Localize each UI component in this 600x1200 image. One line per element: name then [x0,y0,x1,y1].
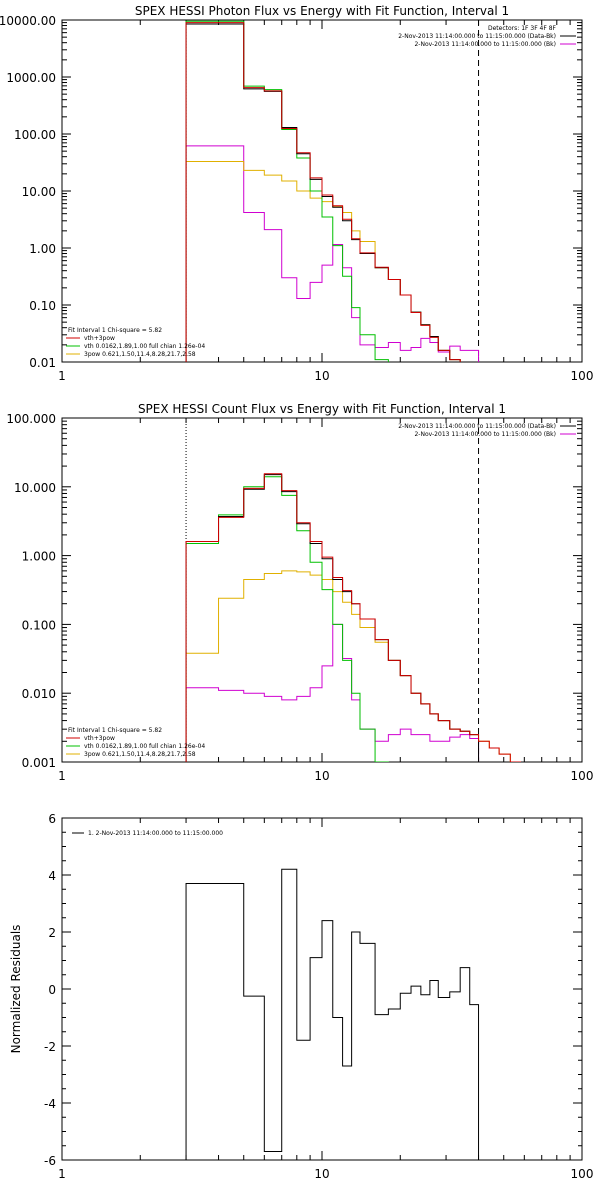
y-tick-label: 1.00 [29,242,56,256]
y-axis-label: Normalized Residuals [9,925,23,1054]
legend-bottom-left-entry: vth+3pow [84,735,115,742]
y-tick-label: 0.001 [22,756,56,770]
y-tick-label: 0.01 [29,356,56,370]
y-tick-label: -2 [44,1040,56,1054]
plot-data [185,20,480,362]
x-tick-label: 100 [571,769,594,783]
x-tick-label: 10 [314,1167,329,1181]
legend-bottom-left-entry: 3pow 0.621,1.50,11.4,8.28,21.7,2.58 [84,751,196,758]
legend-bottom-left-entry: vth+3pow [84,335,115,342]
legend-top-right-entry: 2-Nov-2013 11:14:00.000 to 11:15:00.000 … [398,33,556,40]
y-tick-label: 6 [48,812,56,826]
y-tick-label: 4 [48,869,56,883]
series-residuals-step-line [185,868,480,1160]
plot-frame [61,817,583,1161]
legend-top-right-entry: Detectors: 1F 3F 4F 8F [488,25,557,32]
series-vth-step-line [185,20,389,362]
chart-title: SPEX HESSI Photon Flux vs Energy with Fi… [135,4,509,18]
legend-bottom-left-entry: vth 0.0162,1.89,1.00 full chian 1.26e-04 [84,743,205,750]
series-bk-step-line [185,623,480,762]
y-tick-label: -4 [44,1097,56,1111]
y-tick-label: 100.00 [14,128,56,142]
series-bk-step-line [185,145,480,362]
y-tick-label: 0.10 [29,299,56,313]
x-tick-label: 10 [314,769,329,783]
x-tick-label: 1 [58,769,66,783]
legend-bottom-left-entry: 3pow 0.621,1.50,11.4,8.28,21.7,2.58 [84,351,196,358]
count-flux-panel: SPEX HESSI Count Flux vs Energy with Fit… [6,402,593,783]
y-tick-label: 0.010 [22,687,56,701]
y-tick-label: 10.000 [14,481,56,495]
legend-bottom-left-entry: Fit Interval 1 Chi-square = 5.82 [68,327,162,334]
residuals-panel: 1 10 100 -6 -4 -2 0 2 4 6 Normalized Residuals 1. 2… [9,812,593,1181]
y-tick-label: 1000.00 [6,71,56,85]
legend-entry: 1. 2-Nov-2013 11:14:00.000 to 11:15:00.0… [88,830,223,837]
series-vth_3pow-step-line [185,22,461,362]
series-vth_3pow-step-line [185,473,521,762]
plot-data [185,868,480,1160]
x-tick-label: 1 [58,1167,66,1181]
y-tick-label: 10000.00 [0,14,56,28]
x-tick-label: 10 [314,369,329,383]
legend-bottom-left-entry: vth 0.0162,1.89,1.00 full chian 1.26e-04 [84,343,205,350]
x-tick-label: 1 [58,369,66,383]
y-tick-label: 0.100 [22,618,56,632]
chart-title: SPEX HESSI Count Flux vs Energy with Fit… [138,402,506,416]
legend-top-right-entry: 2-Nov-2013 11:14:00.000 to 11:15:00.000 … [398,423,556,430]
legend-top-right-entry: 2-Nov-2013 11:14:00.000 to 11:15:00.000 … [414,431,556,438]
y-tick-label: 0 [48,983,56,997]
legend-top-right-entry: 2-Nov-2013 11:14:00.000 to 11:15:00.000 … [414,41,556,48]
legend-bottom-left-entry: Fit Interval 1 Chi-square = 5.82 [68,727,162,734]
y-tick-label: -6 [44,1154,56,1168]
x-tick-label: 100 [571,369,594,383]
plot-data [185,418,521,762]
x-tick-label: 100 [571,1167,594,1181]
y-tick-label: 2 [48,926,56,940]
y-tick-label: 100.000 [6,412,56,426]
y-tick-label: 10.00 [22,185,56,199]
y-tick-label: 1.000 [22,550,56,564]
photon-flux-panel: SPEX HESSI Photon Flux vs Energy with Fi… [0,4,593,383]
